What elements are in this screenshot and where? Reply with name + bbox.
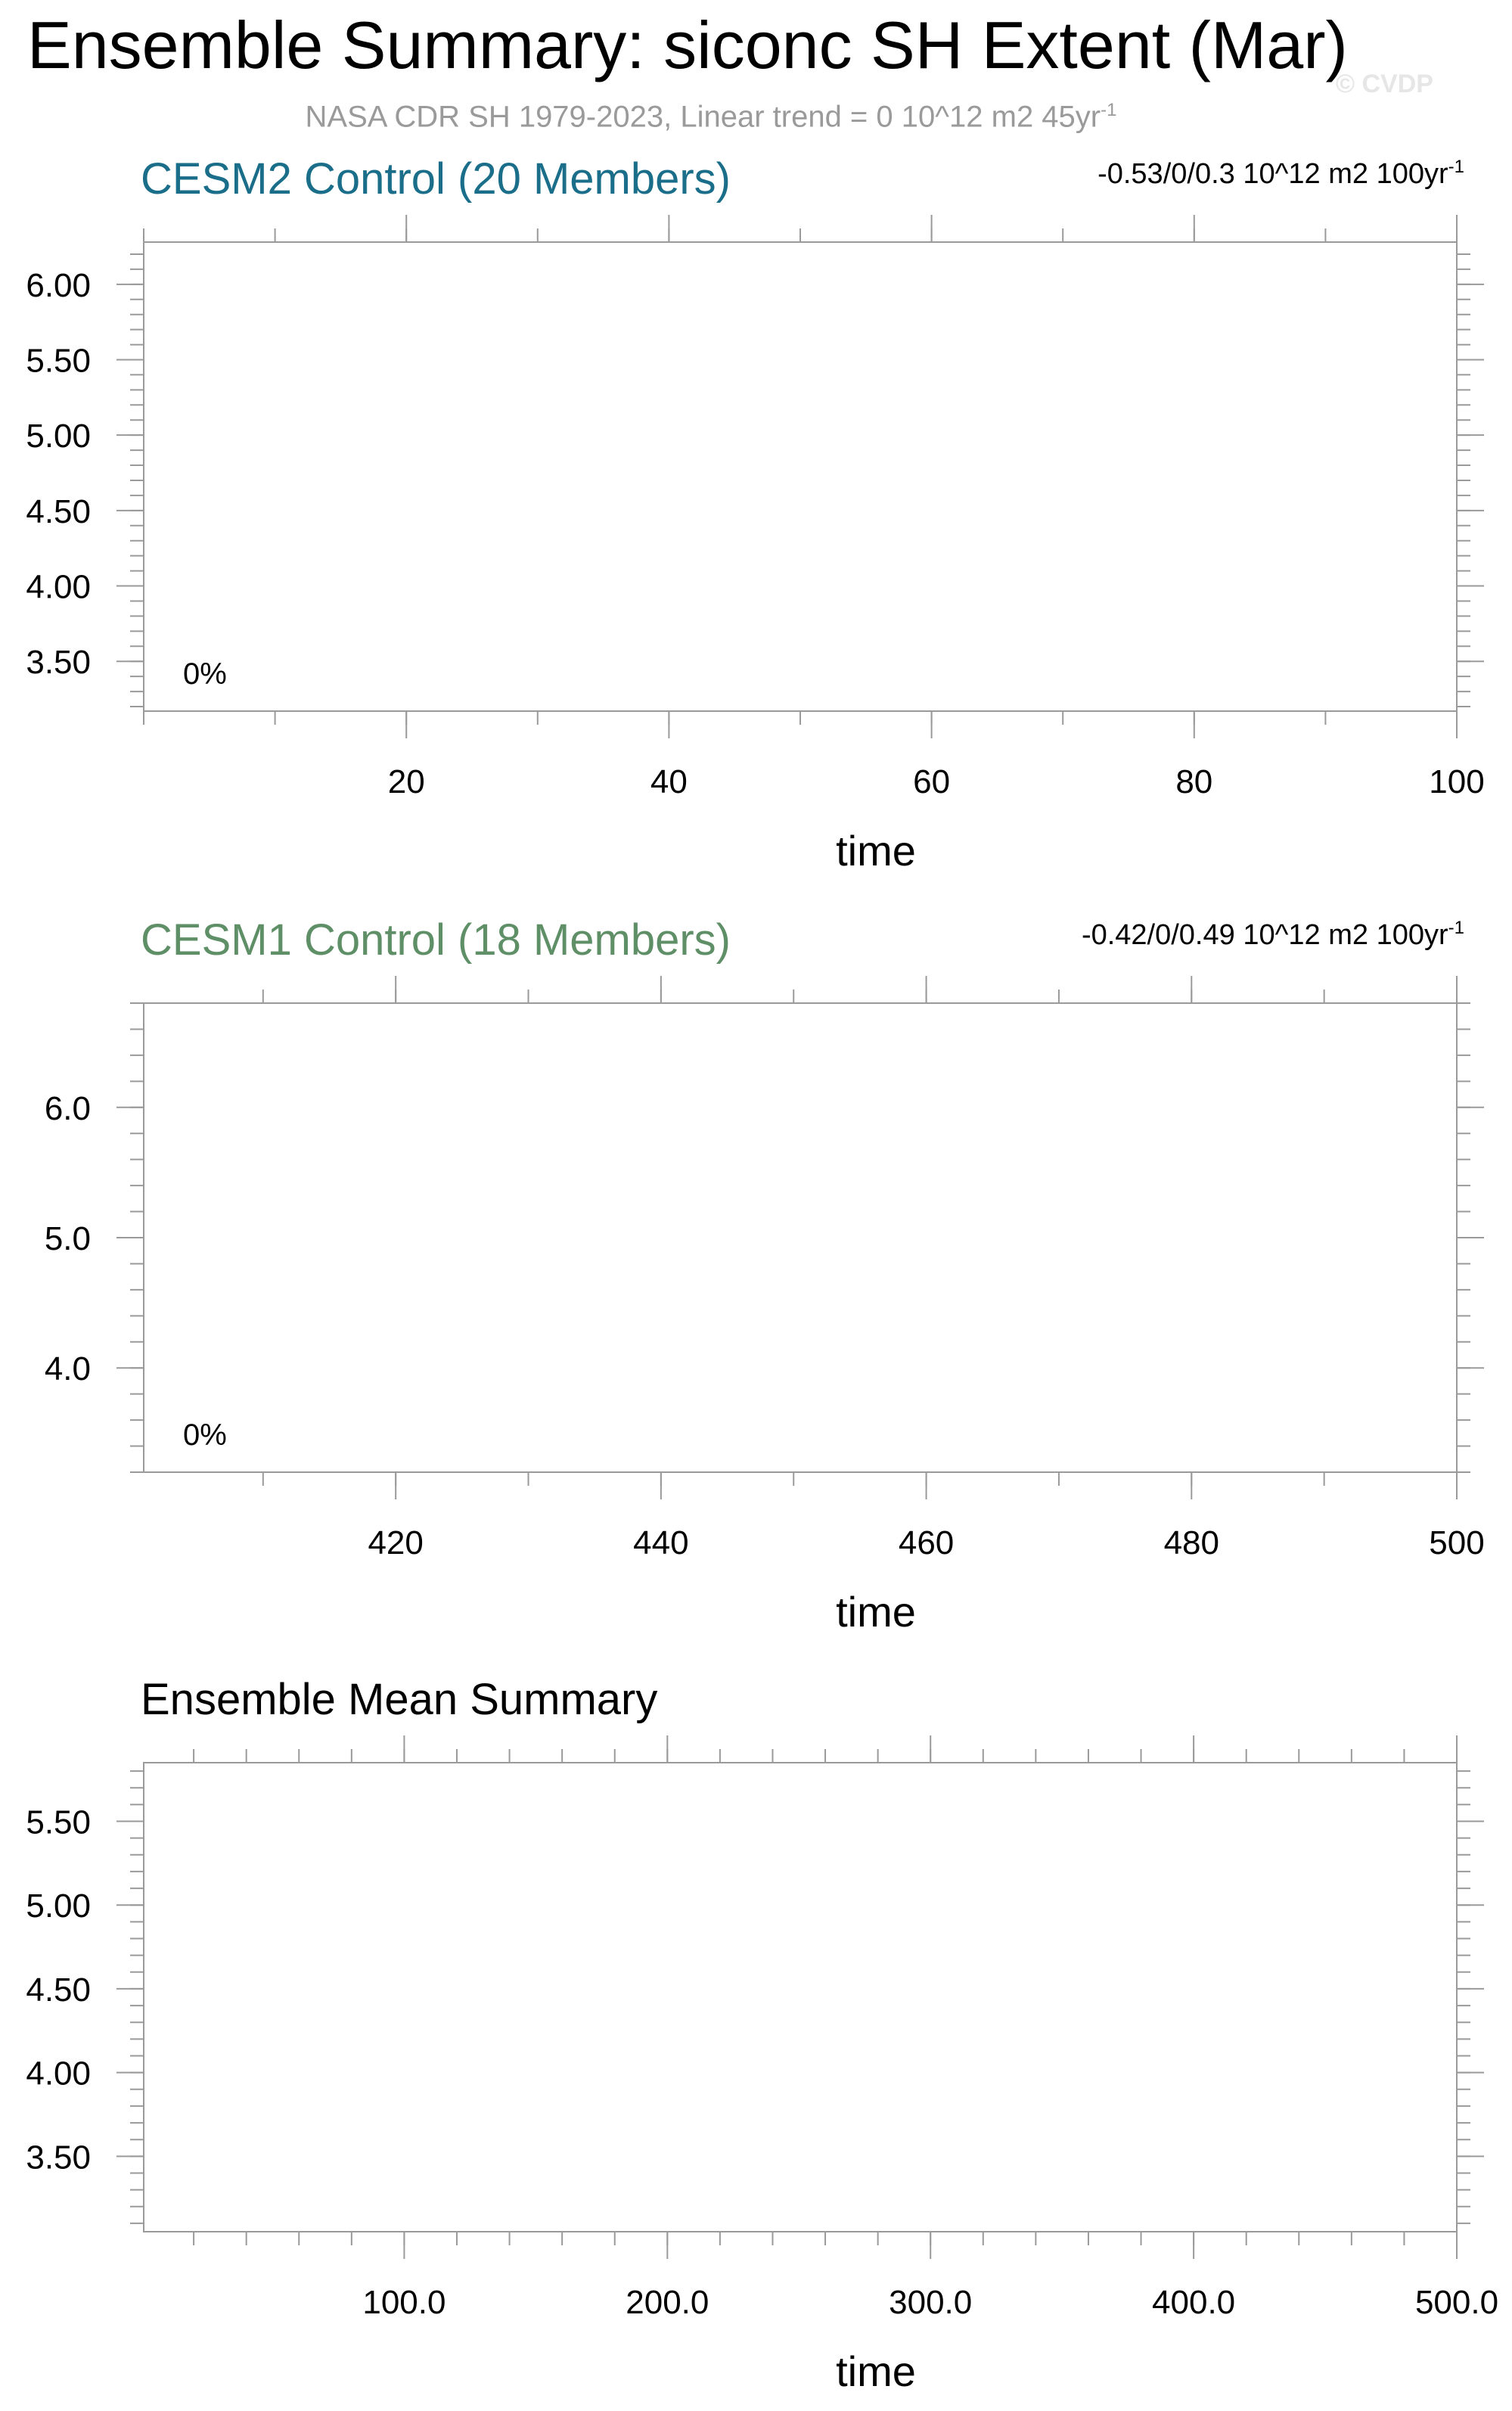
percent-annotation: 0%	[183, 657, 227, 691]
x-tick-label: 440	[633, 1524, 688, 1561]
y-tick-label: 6.0	[45, 1090, 91, 1127]
y-tick-label: 4.00	[26, 569, 91, 606]
trend-summary-superscript: -1	[1448, 918, 1464, 938]
x-tick-label: 80	[1175, 763, 1212, 800]
x-tick-label: 100.0	[362, 2284, 446, 2321]
x-axis-title: time	[836, 2347, 916, 2395]
x-tick-label: 460	[899, 1524, 954, 1561]
x-tick-label: 60	[913, 763, 950, 800]
x-tick-label: 500.0	[1415, 2284, 1498, 2321]
trend-summary-text: -0.53/0/0.3 10^12 m2 100yr	[1098, 158, 1448, 190]
x-tick-label: 500	[1429, 1524, 1484, 1561]
trend-summary-text: -0.42/0/0.49 10^12 m2 100yr	[1082, 919, 1448, 951]
y-tick-label: 5.00	[26, 1887, 91, 1925]
plot-frame	[143, 1002, 1458, 1473]
plot-frame	[143, 241, 1458, 712]
y-tick-label: 4.00	[26, 2055, 91, 2093]
y-tick-label: 5.50	[26, 342, 91, 379]
x-tick-label: 480	[1164, 1524, 1219, 1561]
x-tick-label: 100	[1429, 763, 1484, 800]
subtitle-superscript: -1	[1101, 100, 1117, 120]
figure-subtitle: NASA CDR SH 1979-2023, Linear trend = 0 …	[0, 101, 1422, 132]
panel-title: CESM1 Control (18 Members)	[141, 915, 731, 965]
x-tick-label: 20	[388, 763, 425, 800]
trend-summary: -0.53/0/0.3 10^12 m2 100yr-1	[1098, 157, 1464, 190]
panel-title: Ensemble Mean Summary	[141, 1675, 657, 1724]
x-tick-label: 200.0	[626, 2284, 709, 2321]
y-tick-label: 6.00	[26, 267, 91, 304]
chart-panel-2: 420 440 460 480 500 4.0 5.0 6.0 CESM1 Control (1…	[45, 915, 1485, 1636]
x-axis-title: time	[836, 1588, 916, 1636]
chart-panel-1: 20 40 60 80 100 3.50 4.00 4.50 5.00 5.50 6.00 CESM2…	[26, 154, 1484, 875]
y-tick-label: 4.0	[45, 1350, 91, 1387]
cvdp-watermark: © CVDP	[1336, 70, 1433, 98]
subtitle-text: NASA CDR SH 1979-2023, Linear trend = 0 …	[305, 100, 1101, 134]
y-tick-label: 5.50	[26, 1804, 91, 1841]
y-tick-label: 5.00	[26, 418, 91, 455]
y-tick-label: 4.50	[26, 493, 91, 530]
x-tick-label: 420	[368, 1524, 423, 1561]
y-tick-label: 4.50	[26, 1971, 91, 2009]
trend-summary-superscript: -1	[1448, 157, 1464, 177]
y-tick-label: 5.0	[45, 1220, 91, 1257]
plot-frame	[143, 1762, 1458, 2232]
x-axis-title: time	[836, 827, 916, 875]
x-tick-label: 300.0	[889, 2284, 972, 2321]
panel-title: CESM2 Control (20 Members)	[141, 154, 731, 204]
y-tick-label: 3.50	[26, 644, 91, 681]
trend-summary: -0.42/0/0.49 10^12 m2 100yr-1	[1082, 918, 1464, 951]
y-tick-label: 3.50	[26, 2139, 91, 2176]
percent-annotation: 0%	[183, 1418, 227, 1452]
chart-panel-3: 100.0 200.0 300.0 400.0 500.0 3.50 4.00 4.50 5.0…	[26, 1675, 1498, 2395]
figure-title: Ensemble Summary: siconc SH Extent (Mar)	[27, 8, 1348, 82]
x-tick-label: 400.0	[1152, 2284, 1235, 2321]
x-tick-label: 40	[650, 763, 688, 800]
